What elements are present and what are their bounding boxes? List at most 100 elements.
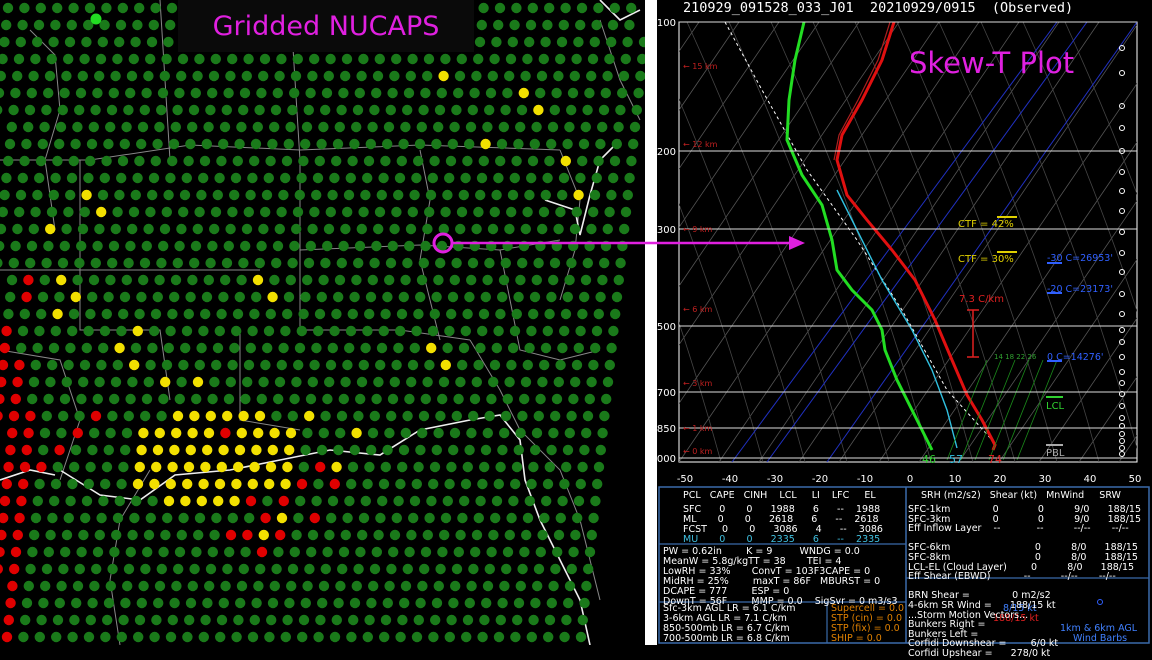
grid-point xyxy=(475,189,486,201)
grid-point xyxy=(433,121,444,133)
grid-point xyxy=(586,376,597,388)
srh-row: Corfidi Upshear = 278/0 kt xyxy=(908,648,1051,659)
grid-point xyxy=(405,223,417,235)
grid-point xyxy=(236,121,247,133)
grid-point xyxy=(30,53,41,65)
grid-point xyxy=(147,342,158,354)
grid-point xyxy=(508,342,519,354)
grid-point xyxy=(409,495,421,507)
grid-point xyxy=(43,240,54,252)
grid-point xyxy=(143,70,154,82)
grid-point xyxy=(178,512,189,524)
grid-point xyxy=(564,580,576,592)
sounding-header: 210929_091528_033_J01 20210929/0915 (Obs… xyxy=(683,0,1074,16)
grid-point xyxy=(318,121,329,133)
grid-point xyxy=(409,342,420,354)
wind-barb-calm xyxy=(1119,188,1125,194)
grid-point xyxy=(568,393,579,405)
grid-point xyxy=(307,529,319,541)
grid-point xyxy=(26,240,38,252)
grid-point xyxy=(137,121,149,133)
grid-point xyxy=(260,512,271,524)
grid-point xyxy=(366,597,377,609)
grid-point xyxy=(181,172,192,184)
grid-point xyxy=(221,104,232,116)
grid-point xyxy=(136,291,147,303)
grid-point xyxy=(200,308,211,320)
grid-point xyxy=(192,70,203,82)
parcel-row-mu: MU 0 0 2335 6 -- 2335 xyxy=(683,534,881,545)
grid-point xyxy=(599,410,610,422)
grid-point xyxy=(482,121,493,133)
grid-point xyxy=(258,223,269,235)
grid-point xyxy=(0,87,5,99)
grid-point xyxy=(535,240,546,252)
grid-point xyxy=(99,325,111,337)
srh-row: Bunkers Left = xyxy=(908,628,979,640)
grid-point xyxy=(207,393,218,405)
grid-point xyxy=(34,478,45,490)
grid-point xyxy=(592,478,603,490)
grid-point xyxy=(590,495,601,507)
grid-point xyxy=(300,444,311,456)
grid-point xyxy=(23,580,34,592)
grid-point xyxy=(517,563,528,575)
grid-point xyxy=(413,614,424,626)
grid-point xyxy=(376,189,387,201)
grid-point xyxy=(402,257,413,269)
wind-barb-calm xyxy=(1119,415,1125,421)
grid-point xyxy=(142,546,153,558)
grid-point xyxy=(72,121,83,133)
grid-point xyxy=(220,274,231,286)
grid-point xyxy=(446,614,457,626)
grid-point xyxy=(600,240,612,252)
grid-point xyxy=(44,70,56,82)
grid-point xyxy=(19,155,30,167)
temperature-label: 40 xyxy=(1084,474,1097,485)
grid-point xyxy=(209,376,220,388)
grid-point xyxy=(54,444,65,456)
grid-point xyxy=(291,223,302,235)
grid-point xyxy=(134,2,145,14)
grid-point xyxy=(498,274,510,286)
temperature-label: -10 xyxy=(857,474,873,485)
grid-point xyxy=(364,461,375,473)
grid-point xyxy=(283,291,295,303)
grid-point xyxy=(174,546,186,558)
grid-point xyxy=(136,597,147,609)
grid-point xyxy=(292,53,303,65)
grid-point xyxy=(602,70,613,82)
grid-point xyxy=(411,478,422,490)
grid-point xyxy=(140,563,151,575)
grid-point xyxy=(591,19,602,31)
grid-point xyxy=(633,87,644,99)
highlight-isotherm xyxy=(826,22,1137,462)
grid-point xyxy=(473,512,484,524)
grid-point xyxy=(469,393,481,405)
nucaps-grid-map xyxy=(0,0,645,645)
grid-point xyxy=(426,342,437,354)
grid-point xyxy=(0,342,10,354)
height-label: ← 3 km xyxy=(683,379,713,388)
grid-point xyxy=(562,138,573,150)
grid-point xyxy=(506,359,517,371)
grid-point xyxy=(94,529,106,541)
grid-point xyxy=(285,427,297,439)
srh-row: Eff Shear (EBWD) -- --/-- --/-- xyxy=(908,571,1116,583)
grid-point xyxy=(0,529,7,541)
grid-point xyxy=(530,444,541,456)
grid-point xyxy=(460,325,471,337)
grid-point xyxy=(89,580,100,592)
grid-point xyxy=(212,342,224,354)
grid-point xyxy=(387,393,399,405)
grid-point xyxy=(241,70,252,82)
grid-point xyxy=(134,155,145,167)
grid-point xyxy=(227,359,238,371)
grid-point xyxy=(313,631,324,643)
grid-point xyxy=(530,597,541,609)
grid-point xyxy=(211,359,222,371)
grid-point xyxy=(448,444,459,456)
grid-point xyxy=(362,478,373,490)
grid-point xyxy=(74,410,85,422)
grid-point xyxy=(595,291,606,303)
